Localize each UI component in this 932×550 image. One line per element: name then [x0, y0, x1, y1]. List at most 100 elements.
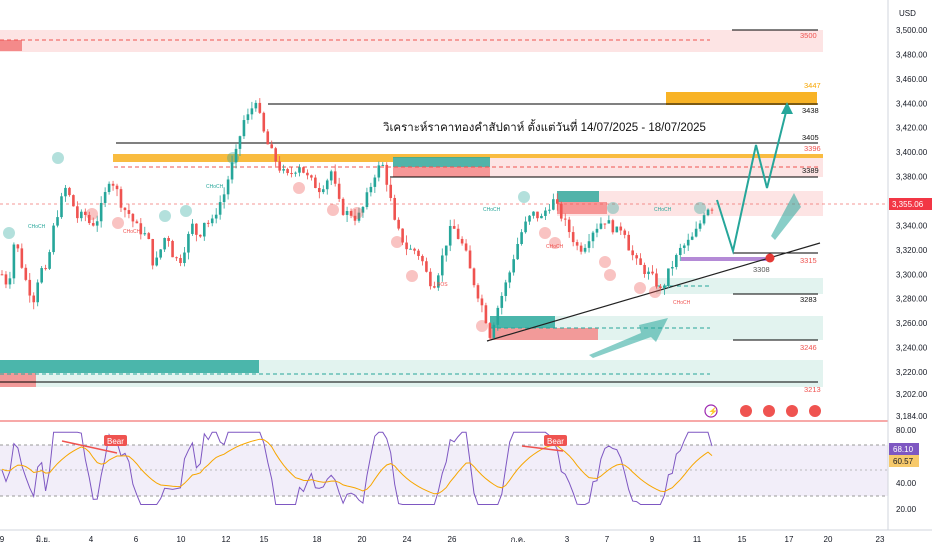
candle-body	[393, 197, 396, 220]
date-tick: 9	[0, 535, 5, 544]
candle-body	[361, 207, 365, 213]
candle-body	[282, 169, 285, 171]
candle-body	[179, 257, 182, 264]
candle-body	[397, 219, 400, 229]
swing-high	[694, 202, 706, 214]
candle-body	[563, 218, 567, 220]
candle-body	[302, 167, 305, 173]
bear-badge-label: Bear	[107, 437, 124, 446]
zone-3360-red	[557, 202, 607, 214]
divergence-line	[521, 445, 564, 452]
date-axis[interactable]: 9 มิ.ย. 4 6 10 12 15 18 20 24 26 ก.ค. 3 7 9 11 15 17 20 23	[0, 529, 932, 544]
flag-icon[interactable]	[786, 405, 798, 417]
level-3405: 3405	[802, 133, 819, 142]
candle-body	[266, 131, 270, 145]
swing-low	[351, 207, 363, 219]
candle-body	[385, 164, 389, 185]
candle-body	[389, 184, 393, 198]
zone-supply-red	[393, 167, 490, 177]
candle-body	[52, 225, 55, 253]
flag-icon[interactable]	[740, 405, 752, 417]
divergence-line	[61, 440, 118, 454]
level-3438: 3438	[802, 106, 819, 115]
lightning-icon[interactable]	[704, 404, 718, 418]
level-3308: 3308	[753, 265, 770, 274]
candle-body	[0, 274, 4, 276]
rsi-ma-value-tag	[889, 455, 919, 467]
candle-body	[468, 250, 472, 269]
candle-body	[119, 189, 123, 208]
date-tick: 9	[650, 535, 655, 544]
swing-low	[86, 208, 98, 220]
event-icons: ⚡	[704, 404, 821, 418]
price-tick: 3,440.00	[896, 99, 928, 108]
candle-body	[365, 192, 369, 208]
date-tick: 23	[876, 535, 885, 544]
candle-body	[429, 271, 432, 287]
candle-body	[195, 223, 198, 235]
candle-body	[536, 211, 539, 219]
date-tick: 10	[177, 535, 186, 544]
price-tick: 3,202.00	[896, 390, 928, 399]
candle-body	[139, 223, 143, 235]
zone-3290-teal	[656, 278, 823, 294]
candle-body	[357, 212, 361, 221]
candle-body	[115, 185, 119, 190]
projection-arrowhead	[781, 102, 793, 114]
swing-markers	[3, 152, 775, 332]
flag-icon[interactable]	[809, 405, 821, 417]
zone-3215-teal-dark	[0, 360, 259, 373]
candle-body	[72, 195, 75, 207]
candle-body	[167, 237, 170, 241]
candle-body	[318, 188, 321, 193]
price-axis[interactable]: USD 3,500.00 3,480.00 3,460.00 3,440.00 3,42…	[887, 0, 932, 550]
swing-low	[327, 204, 339, 216]
candle-body	[159, 249, 162, 258]
swing-high	[518, 191, 530, 203]
candle-body	[64, 187, 67, 197]
candle-body	[377, 165, 381, 178]
candle-body	[381, 164, 385, 166]
date-tick: 24	[403, 535, 412, 544]
candle-body	[678, 247, 682, 256]
candle-body	[143, 233, 147, 235]
candle-body	[413, 248, 416, 251]
rsi-value-tag	[889, 443, 919, 455]
candles	[0, 98, 714, 341]
candle-body	[48, 252, 51, 269]
candle-body	[135, 221, 139, 224]
candle-body	[603, 223, 607, 225]
candle-body	[147, 233, 151, 240]
price-tick: 3,460.00	[896, 75, 928, 84]
price-tick: 3,220.00	[896, 368, 928, 377]
rsi-ma-line	[1, 438, 713, 495]
candle-body	[651, 271, 654, 274]
price-tick: 3,320.00	[896, 246, 928, 255]
candle-body	[99, 202, 103, 222]
flag-icon[interactable]	[763, 405, 775, 417]
candle-body	[353, 215, 357, 221]
candle-body	[421, 255, 424, 262]
swing-high	[180, 205, 192, 217]
candle-body	[686, 239, 690, 246]
candle-body	[91, 223, 95, 226]
swing-low	[476, 320, 488, 332]
level-3213: 3213	[804, 385, 821, 394]
candle-body	[294, 172, 297, 174]
candle-body	[567, 219, 571, 233]
level-3246: 3246	[800, 343, 817, 352]
candle-body	[623, 230, 627, 235]
date-tick: 11	[693, 535, 702, 544]
date-tick: 3	[565, 535, 570, 544]
candle-body	[206, 222, 210, 224]
projection	[589, 102, 801, 358]
level-lines	[0, 29, 932, 383]
candle-body	[214, 214, 218, 219]
candle-body	[659, 286, 662, 289]
candle-body	[607, 220, 611, 224]
candle-body	[544, 210, 547, 216]
choch-label: CHoCH	[483, 207, 501, 213]
candle-body	[199, 234, 202, 237]
date-tick: 17	[785, 535, 794, 544]
